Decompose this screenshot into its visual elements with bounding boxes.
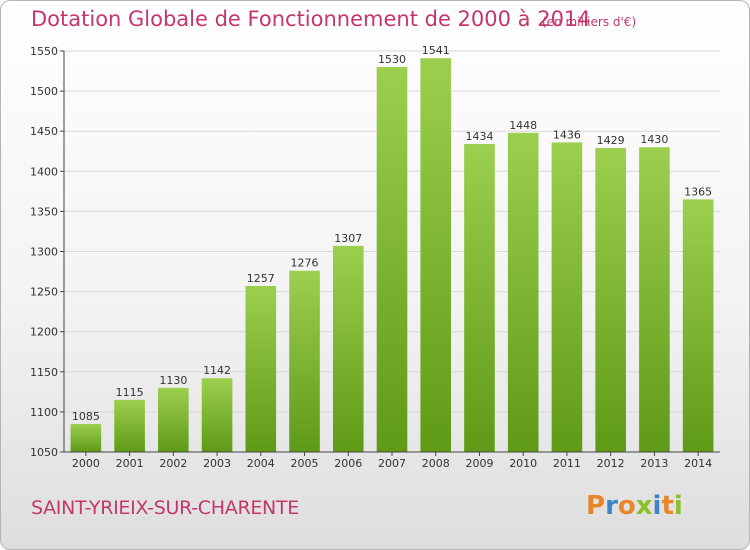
x-tick-label: 2014 — [684, 457, 712, 470]
data-label-2010: 1448 — [509, 119, 537, 132]
bar-2002 — [158, 387, 189, 452]
x-tick-label: 2000 — [72, 457, 100, 470]
logo-letter: i — [652, 491, 662, 521]
data-label-2011: 1436 — [553, 128, 581, 141]
y-tick-label: 1500 — [30, 85, 58, 98]
y-tick-label: 1450 — [30, 125, 58, 138]
logo-letter: o — [617, 491, 636, 521]
x-tick-label: 2003 — [203, 457, 231, 470]
x-tick-label: 2013 — [640, 457, 668, 470]
x-tick-label: 2005 — [291, 457, 319, 470]
axes: 1050 1100 1150 1200 1250 1300 1350 1400 1450 1500… — [30, 45, 720, 470]
bar-2004 — [245, 285, 277, 452]
bars — [70, 58, 714, 453]
bar-2011 — [551, 142, 583, 453]
x-tick-label: 2007 — [378, 457, 406, 470]
chart-title: Dotation Globale de Fonctionnement de 20… — [31, 7, 591, 31]
data-label-2013: 1430 — [640, 133, 668, 146]
commune-name: SAINT-YRIEIX-SUR-CHARENTE — [31, 497, 299, 519]
bar-2013 — [639, 147, 670, 453]
x-tick-label: 2012 — [597, 457, 625, 470]
logo-letter: i — [673, 491, 683, 521]
bar-2009 — [464, 144, 495, 453]
x-tick-label: 2009 — [465, 457, 493, 470]
bar-2001 — [114, 399, 145, 452]
y-tick-label: 1150 — [30, 366, 58, 379]
data-label-2004: 1257 — [247, 272, 275, 285]
x-tick-label: 2002 — [159, 457, 187, 470]
logo-letter: r — [605, 491, 618, 521]
x-tick-label: 2011 — [553, 457, 581, 470]
bar-2003 — [201, 378, 233, 452]
x-tick-label: 2008 — [422, 457, 450, 470]
logo-letter: t — [661, 491, 674, 521]
data-label-2006: 1307 — [334, 232, 362, 245]
data-label-2000: 1085 — [72, 410, 100, 423]
data-label-2002: 1130 — [159, 374, 187, 387]
chart-unit: (en milliers d'€) — [542, 15, 637, 29]
bar-2014 — [682, 199, 714, 452]
bar-2008 — [420, 58, 452, 453]
y-tick-label: 1400 — [30, 165, 58, 178]
x-tick-label: 2004 — [247, 457, 275, 470]
y-tick-label: 1200 — [30, 326, 58, 339]
bar-2005 — [289, 270, 320, 452]
proxiti-logo[interactable]: Proxiti — [586, 491, 683, 521]
data-label-2012: 1429 — [597, 134, 625, 147]
bar-2006 — [332, 245, 364, 452]
data-label-2009: 1434 — [465, 130, 493, 143]
y-tick-label: 1300 — [30, 246, 58, 259]
y-tick-label: 1550 — [30, 45, 58, 58]
y-tick-label: 1350 — [30, 205, 58, 218]
bar-2010 — [507, 132, 539, 452]
y-tick-label: 1100 — [30, 406, 58, 419]
data-label-2001: 1115 — [116, 386, 144, 399]
y-tick-label: 1050 — [30, 446, 58, 459]
bar-2012 — [595, 148, 626, 453]
data-label-2014: 1365 — [684, 185, 712, 198]
data-labels: 1085 1115 1130 1142 1257 1276 1307 1530 1541 1434… — [72, 44, 712, 423]
y-tick-label: 1250 — [30, 286, 58, 299]
data-label-2007: 1530 — [378, 53, 406, 66]
x-tick-label: 2010 — [509, 457, 537, 470]
logo-letter: x — [635, 491, 653, 521]
data-label-2005: 1276 — [291, 257, 319, 270]
x-tick-label: 2006 — [334, 457, 362, 470]
x-tick-label: 2001 — [116, 457, 144, 470]
bar-2007 — [376, 67, 408, 452]
logo-letter: P — [586, 491, 606, 521]
data-label-2003: 1142 — [203, 364, 231, 377]
data-label-2008: 1541 — [422, 44, 450, 57]
bar-2000 — [70, 423, 102, 452]
